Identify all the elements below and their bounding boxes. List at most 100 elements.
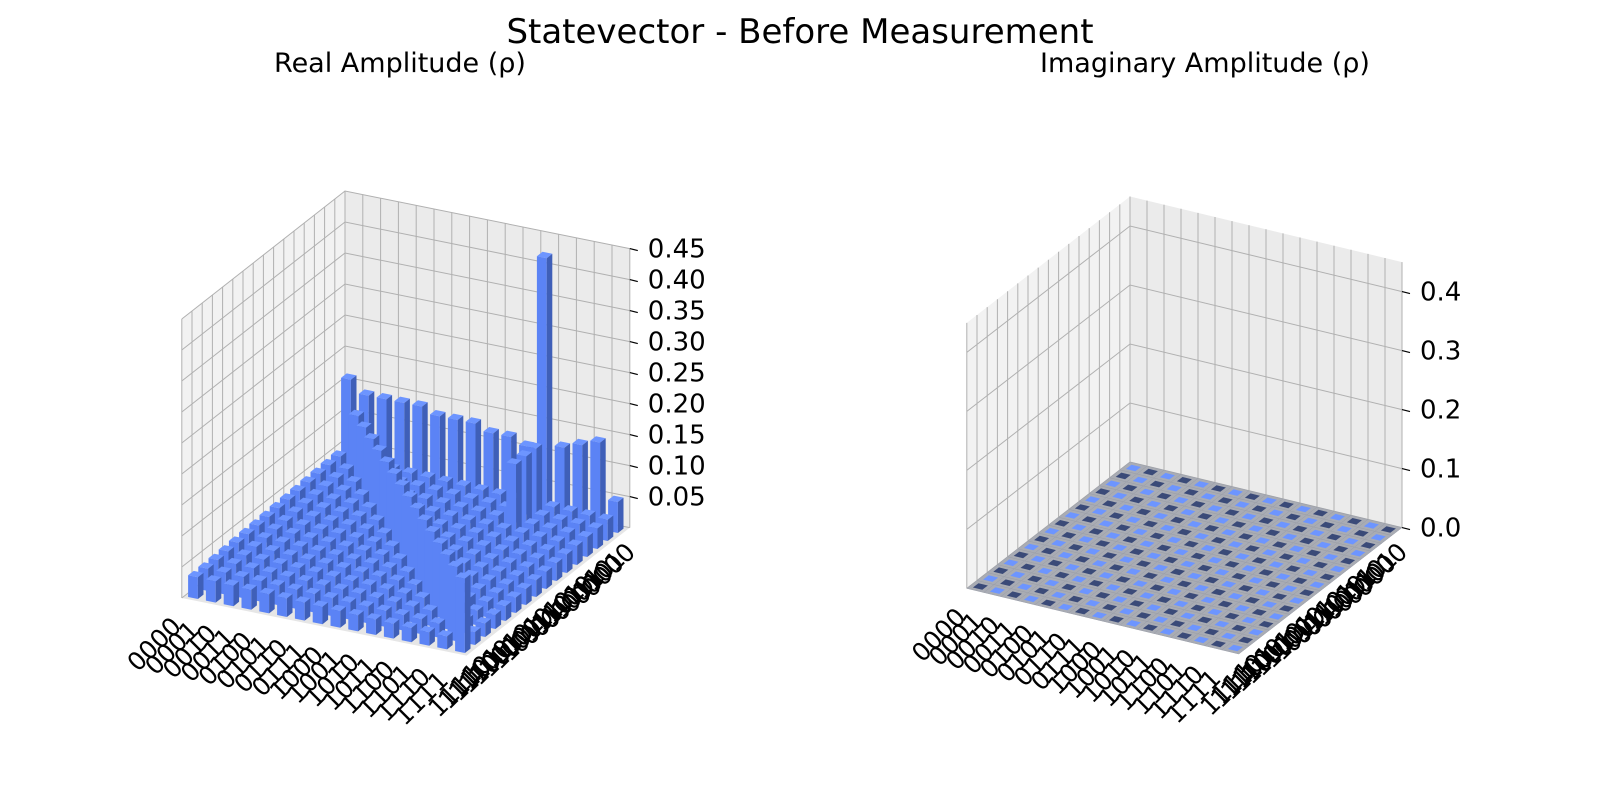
zero-bar xyxy=(1197,616,1213,624)
bar-top xyxy=(305,510,321,517)
zero-bar xyxy=(1241,513,1257,520)
bar-top xyxy=(455,479,471,487)
bar-front xyxy=(590,440,601,530)
bar-side xyxy=(251,585,257,610)
bar-front xyxy=(259,592,270,614)
bar-front xyxy=(383,621,394,639)
zero-bar xyxy=(1210,537,1226,544)
zero-bar xyxy=(1091,560,1107,567)
bar-front xyxy=(409,507,420,584)
zero-bar xyxy=(1129,600,1145,607)
bar-top xyxy=(236,549,252,556)
bar-side xyxy=(566,550,573,573)
zero-bar xyxy=(1139,592,1155,599)
bar-top xyxy=(447,560,463,567)
zero-bar xyxy=(1227,541,1243,548)
bar-front xyxy=(348,613,359,632)
zero-bar xyxy=(1091,611,1107,619)
zero-bar xyxy=(1285,513,1301,521)
bar-top xyxy=(340,596,357,603)
zero-bar xyxy=(1234,501,1250,508)
zero-bar xyxy=(1136,508,1152,516)
bar-top xyxy=(223,579,240,586)
bar-side xyxy=(464,574,471,653)
bar-top xyxy=(259,587,275,595)
bar-top xyxy=(473,561,489,568)
bar-top xyxy=(328,471,344,479)
zero-bar xyxy=(1142,624,1158,631)
bar-top xyxy=(376,393,393,400)
zero-bar xyxy=(1166,588,1182,596)
zero-bar xyxy=(1125,516,1141,524)
zero-bar xyxy=(1017,583,1033,591)
bar-top xyxy=(424,505,441,512)
bar-front xyxy=(205,579,216,603)
zero-bar xyxy=(1207,608,1223,616)
bar-side xyxy=(516,460,522,543)
zero-bar xyxy=(1265,581,1281,588)
bar-top xyxy=(297,574,313,582)
bar-top xyxy=(554,441,571,448)
z-tick-label: 0.25 xyxy=(648,359,706,389)
bar-top xyxy=(488,586,504,594)
zero-bar xyxy=(1030,555,1046,563)
grid-line xyxy=(181,283,630,413)
zero-bar xyxy=(1115,524,1131,531)
bar-top xyxy=(350,587,367,594)
bar-top xyxy=(437,475,454,482)
zero-bar xyxy=(1295,505,1311,513)
grid-line xyxy=(966,284,1403,412)
bar-top xyxy=(241,583,257,590)
bar-top xyxy=(317,557,334,564)
zero-bar xyxy=(1085,496,1101,503)
bar-top xyxy=(557,548,573,555)
bar-top xyxy=(320,536,336,543)
bar-top xyxy=(310,544,326,552)
zero-bar xyxy=(1085,548,1101,555)
zero-bar xyxy=(1085,599,1101,607)
zero-bar xyxy=(1227,592,1243,600)
zero-bar xyxy=(1204,525,1220,532)
bar-top xyxy=(455,557,471,564)
zero-bar xyxy=(1136,560,1152,567)
zero-bar xyxy=(993,567,1009,574)
bar-front xyxy=(394,483,405,561)
bar-top xyxy=(422,604,438,611)
zero-bar xyxy=(1329,513,1345,521)
z-tick xyxy=(629,403,638,407)
zero-bar xyxy=(1258,621,1274,628)
bar-top xyxy=(289,561,306,569)
zero-bar xyxy=(1139,488,1155,496)
bar-side xyxy=(393,619,400,639)
bar-side xyxy=(546,253,553,519)
bar-top xyxy=(534,509,550,516)
zero-bar xyxy=(1299,589,1315,596)
zero-bar xyxy=(1248,628,1264,636)
zero-bar xyxy=(1013,551,1029,559)
zero-bar xyxy=(1238,585,1254,592)
bar-top xyxy=(358,523,375,530)
bar-top xyxy=(226,557,242,565)
bar-side xyxy=(515,593,522,613)
bar-top xyxy=(379,456,395,463)
zero-bar xyxy=(1363,522,1379,529)
zero-bar xyxy=(1054,520,1070,527)
bar-top xyxy=(249,519,265,526)
zero-bar xyxy=(1105,532,1121,539)
real-bars xyxy=(188,251,624,653)
zero-bar xyxy=(1125,568,1141,575)
bar-top xyxy=(208,553,224,560)
bar-top xyxy=(205,575,222,582)
zero-bar xyxy=(1370,534,1386,541)
zero-bar xyxy=(1289,545,1305,553)
bar-top xyxy=(295,519,311,526)
zero-bar xyxy=(1380,526,1396,533)
bar-top xyxy=(284,527,301,534)
zero-bar xyxy=(1255,537,1271,544)
zero-bar xyxy=(1197,564,1213,572)
z-tick xyxy=(1401,468,1411,472)
zero-bar xyxy=(1336,525,1352,533)
bar-top xyxy=(341,373,357,380)
zero-bar xyxy=(1129,496,1145,504)
bar-side xyxy=(600,438,606,530)
